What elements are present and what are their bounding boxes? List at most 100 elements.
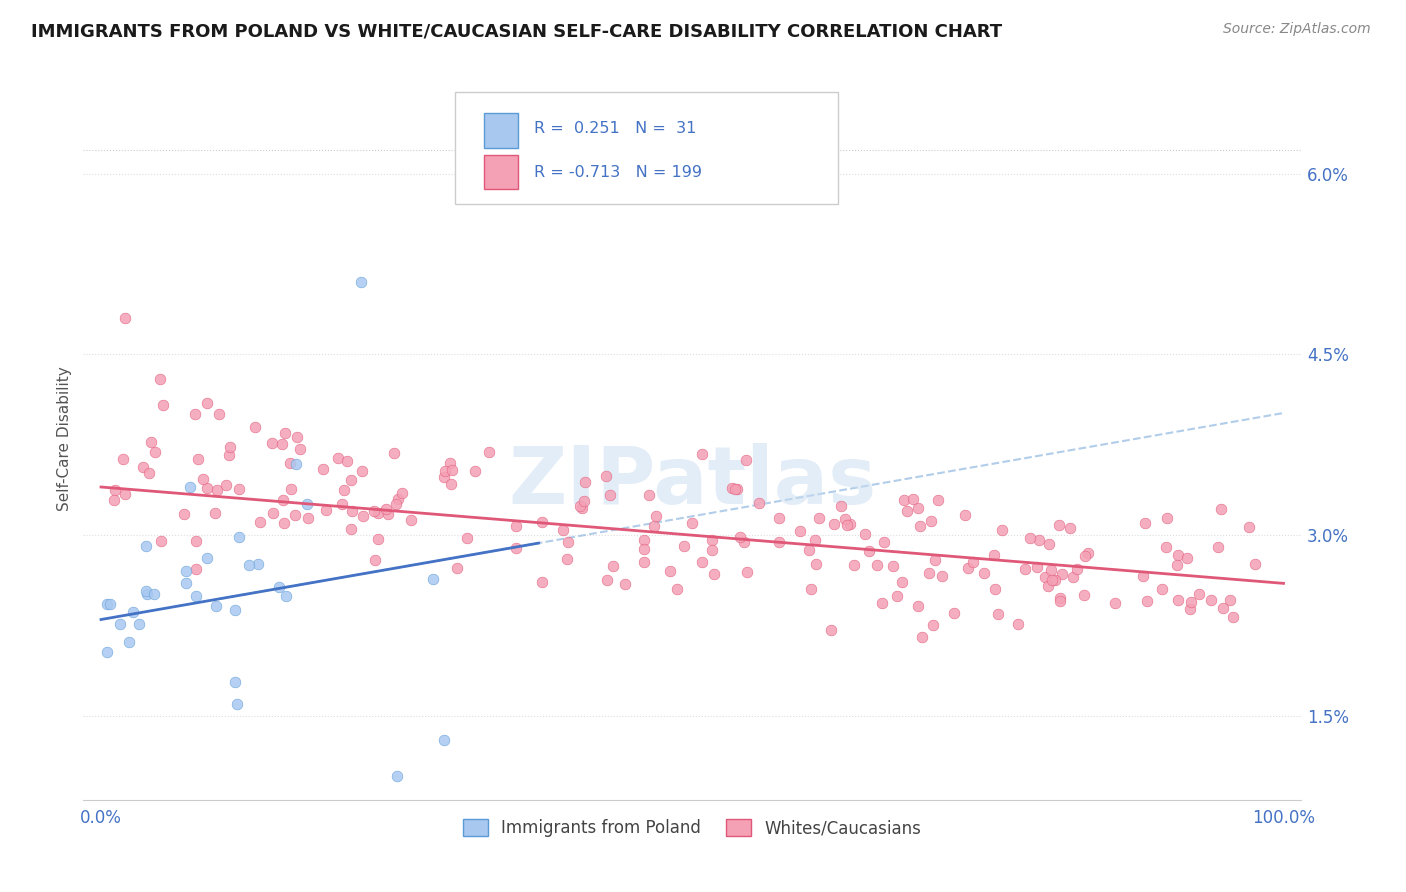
Point: [1049, 594, 1071, 608]
Point: [187, 452, 209, 467]
Point: [260, 436, 283, 450]
Point: [1040, 563, 1063, 577]
Point: [1219, 593, 1241, 607]
Point: [748, 496, 770, 510]
Point: [136, 587, 159, 601]
Point: [1212, 600, 1234, 615]
Point: [991, 523, 1014, 537]
Point: [433, 464, 456, 478]
Point: [700, 543, 723, 558]
Point: [1188, 587, 1211, 601]
Point: [834, 512, 856, 526]
Point: [1154, 541, 1177, 555]
Point: [1133, 516, 1156, 530]
Point: [797, 542, 820, 557]
Point: [633, 555, 655, 569]
Point: [336, 454, 359, 468]
Point: [1132, 568, 1154, 582]
Point: [907, 500, 929, 515]
Point: [645, 508, 668, 523]
Point: [340, 474, 363, 488]
Point: [690, 555, 713, 569]
Point: [723, 482, 745, 496]
Text: IMMIGRANTS FROM POLAND VS WHITE/CAUCASIAN SELF-CARE DISABILITY CORRELATION CHART: IMMIGRANTS FROM POLAND VS WHITE/CAUCASIA…: [31, 22, 1002, 40]
Point: [530, 515, 553, 529]
Point: [1074, 549, 1097, 563]
Point: [215, 478, 238, 492]
Point: [983, 548, 1005, 562]
Point: [551, 523, 574, 537]
Point: [924, 553, 946, 567]
Point: [112, 452, 135, 467]
Point: [643, 519, 665, 533]
Point: [658, 565, 681, 579]
Point: [122, 606, 145, 620]
Point: [340, 503, 363, 517]
Point: [599, 488, 621, 502]
Point: [1045, 573, 1067, 587]
Point: [890, 574, 912, 589]
Point: [128, 616, 150, 631]
Point: [505, 541, 527, 556]
Point: [789, 524, 811, 539]
Point: [804, 557, 827, 571]
Point: [853, 526, 876, 541]
Point: [387, 491, 409, 506]
Point: [367, 506, 389, 520]
Point: [735, 452, 758, 467]
Point: [1180, 595, 1202, 609]
Point: [531, 575, 554, 590]
Point: [1206, 540, 1229, 554]
Point: [633, 533, 655, 547]
Point: [375, 501, 398, 516]
Point: [433, 733, 456, 747]
Point: [315, 503, 337, 517]
FancyBboxPatch shape: [454, 92, 838, 204]
Point: [100, 597, 122, 611]
Point: [1028, 533, 1050, 547]
Point: [1036, 579, 1059, 593]
Bar: [484, 155, 517, 189]
Point: [800, 582, 823, 596]
Point: [288, 442, 311, 456]
Point: [118, 635, 141, 649]
Point: [440, 463, 463, 477]
Point: [224, 674, 246, 689]
Point: [596, 573, 619, 587]
Point: [1156, 510, 1178, 524]
Bar: [484, 113, 517, 147]
Point: [830, 499, 852, 513]
Point: [1050, 567, 1073, 582]
Point: [330, 497, 353, 511]
Point: [249, 515, 271, 529]
Point: [173, 507, 195, 521]
Point: [401, 513, 423, 527]
Point: [149, 371, 172, 385]
Point: [218, 440, 240, 454]
Point: [174, 564, 197, 578]
Point: [613, 577, 636, 591]
Point: [218, 449, 240, 463]
Point: [1019, 531, 1042, 545]
Legend: Immigrants from Poland, Whites/Caucasians: Immigrants from Poland, Whites/Caucasian…: [457, 813, 928, 844]
Point: [174, 575, 197, 590]
Point: [1040, 573, 1063, 587]
Point: [269, 580, 291, 594]
Point: [195, 550, 218, 565]
Point: [184, 407, 207, 421]
Point: [1059, 521, 1081, 535]
Point: [1222, 610, 1244, 624]
Point: [557, 551, 579, 566]
Point: [439, 456, 461, 470]
Text: Source: ZipAtlas.com: Source: ZipAtlas.com: [1223, 22, 1371, 37]
Point: [104, 483, 127, 497]
Point: [730, 530, 752, 544]
Point: [377, 507, 399, 521]
Point: [703, 566, 725, 581]
Point: [733, 534, 755, 549]
Point: [896, 503, 918, 517]
Point: [672, 539, 695, 553]
Point: [384, 497, 406, 511]
Point: [103, 493, 125, 508]
Point: [1014, 562, 1036, 576]
